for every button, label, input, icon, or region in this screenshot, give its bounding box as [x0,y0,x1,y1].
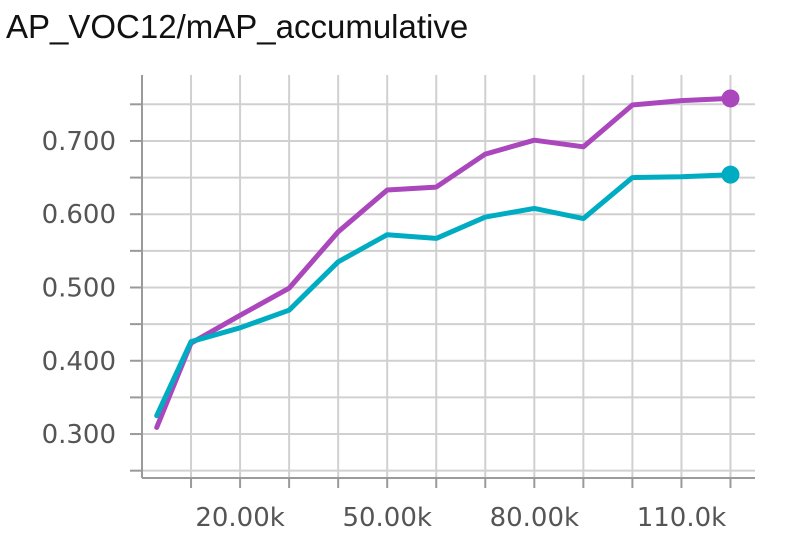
x-tick-label: 20.00k [195,503,285,533]
x-tick-label: 50.00k [342,503,432,533]
x-tick-label: 80.00k [490,503,580,533]
series-2-line [154,172,733,419]
series-2-end-marker [721,165,740,184]
y-tick-labels: 0.300 0.400 0.500 0.600 0.700 [42,127,116,450]
x-tick-label: 110.0k [637,503,727,533]
y-tick-label: 0.500 [42,273,116,303]
series-lines [154,89,740,430]
axes [130,75,755,488]
series-1-line [154,95,733,430]
y-tick-label: 0.600 [42,200,116,230]
y-tick-label: 0.400 [42,347,116,377]
chart-title: AP_VOC12/mAP_accumulative [6,8,469,45]
grid-lines [142,75,755,478]
y-tick-label: 0.700 [42,127,116,157]
x-tick-labels: 20.00k 50.00k 80.00k 110.0k [195,503,726,533]
series-1-end-marker [721,89,740,108]
y-tick-label: 0.300 [42,420,116,450]
